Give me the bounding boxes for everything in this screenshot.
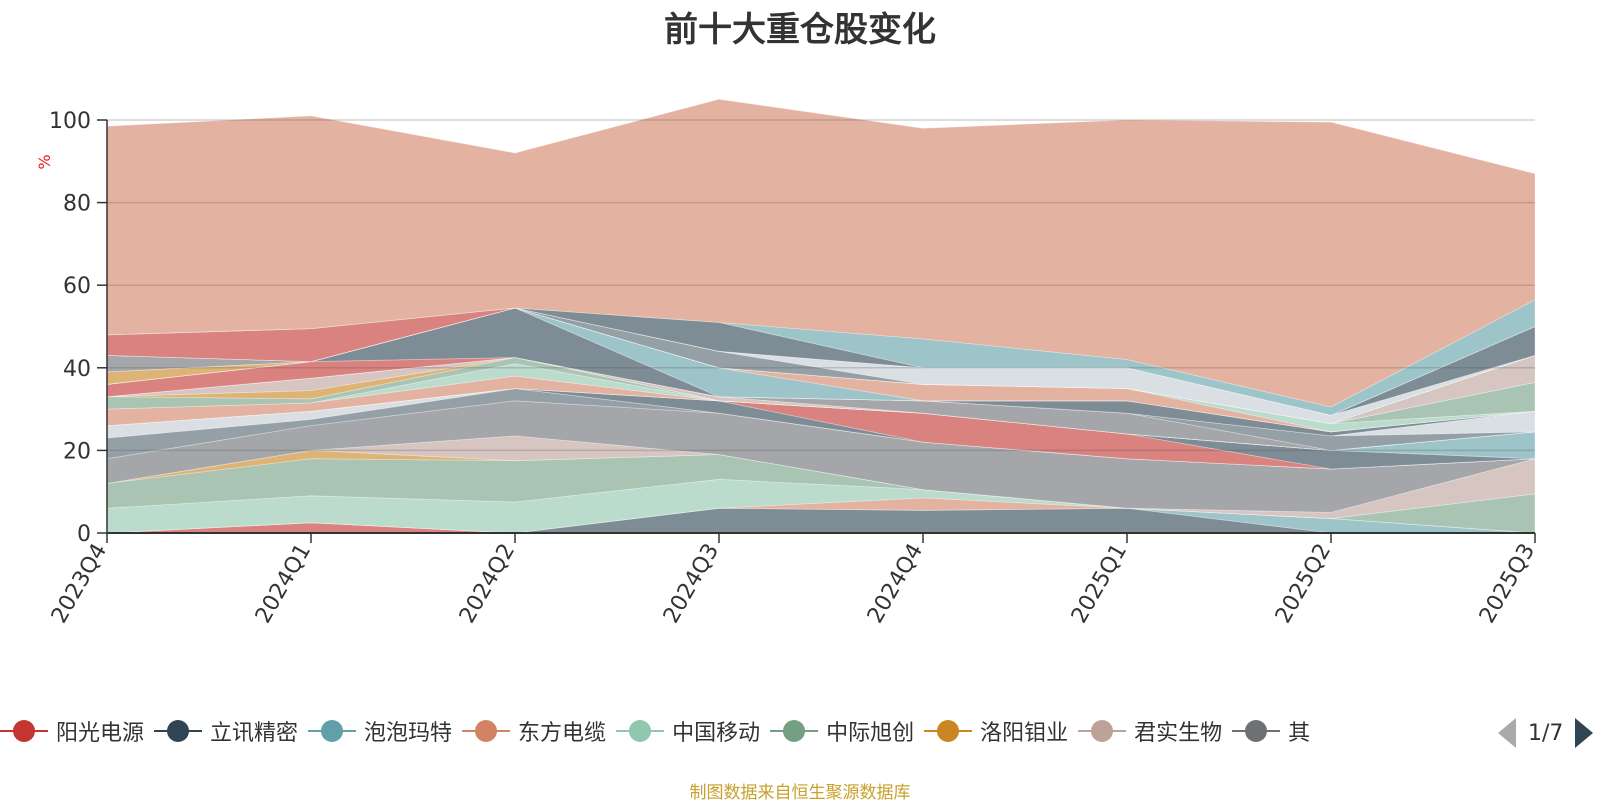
legend-marker-icon	[770, 717, 819, 745]
legend-label: 洛阳钼业	[980, 721, 1069, 746]
legend-label: 中国移动	[672, 721, 761, 746]
legend-marker-icon	[1232, 717, 1281, 745]
legend-item[interactable]: 东方电缆	[462, 714, 606, 748]
legend-item[interactable]: 洛阳钼业	[924, 714, 1068, 748]
next-page-arrow-icon[interactable]	[1575, 718, 1594, 748]
y-tick-label-100: 100	[49, 109, 91, 134]
stacked-area-chart: 0 20 40 60 80 100% 2023Q4 2024Q1 2024Q2 2024Q3 202…	[35, 98, 1540, 628]
legend-item[interactable]: 阳光电源	[0, 714, 144, 748]
y-tick-label-20: 20	[63, 439, 91, 464]
area-band-8	[106, 435, 1536, 519]
data-source-note: 制图数据来自恒生聚源数据库	[689, 783, 911, 803]
area-band-16	[106, 375, 1536, 451]
y-tick-label-60: 60	[63, 274, 91, 299]
x-tick-label-2025Q3: 2025Q3	[1475, 540, 1540, 628]
legend-item[interactable]: 君实生物	[1078, 714, 1222, 748]
y-tick-label-40: 40	[63, 357, 91, 382]
legend-label: 东方电缆	[518, 721, 607, 746]
x-tick-label-2024Q1: 2024Q1	[251, 540, 316, 628]
legend-marker-icon	[462, 717, 511, 745]
x-tick-label-2024Q4: 2024Q4	[863, 540, 928, 628]
legend-item[interactable]: 其	[1232, 714, 1310, 748]
area-band-32	[106, 307, 1536, 425]
legend-item[interactable]: 中际旭创	[770, 714, 914, 748]
legend-label: 其	[1288, 721, 1311, 746]
legend-marker-icon	[924, 717, 973, 745]
chart-title: 前十大重仓股变化	[664, 10, 936, 50]
legend-marker-icon	[154, 717, 203, 745]
legend-item[interactable]: 中国移动	[616, 714, 760, 748]
legend-marker-icon	[0, 717, 48, 745]
legend-label: 中际旭创	[826, 721, 915, 746]
legend-pager: 1/7	[1498, 716, 1594, 750]
area-band-30	[106, 307, 1536, 425]
legend-label: 立讯精密	[210, 721, 299, 746]
legend-label: 君实生物	[1134, 721, 1223, 746]
y-tick-label-80: 80	[63, 192, 91, 217]
legend-label: 泡泡玛特	[364, 721, 453, 746]
legend-item[interactable]: 泡泡玛特	[308, 714, 452, 748]
area-band-36	[106, 307, 1536, 416]
legend-marker-icon	[308, 717, 357, 745]
legend: 阳光电源 立讯精密 泡泡玛特 东方电缆 中国移动 中际旭创 洛阳钼业 君实生物 其	[0, 714, 1470, 748]
x-tick-label-2023Q4: 2023Q4	[47, 540, 112, 628]
prev-page-arrow-icon[interactable]	[1498, 718, 1516, 748]
area-band-40	[106, 98, 1536, 408]
legend-item[interactable]: 立讯精密	[154, 714, 298, 748]
legend-label: 阳光电源	[56, 721, 145, 746]
x-tick-label-2024Q3: 2024Q3	[659, 540, 724, 628]
legend-marker-icon	[616, 717, 665, 745]
legend-marker-icon	[1078, 717, 1127, 745]
legend-page-indicator: 1/7	[1528, 720, 1564, 746]
x-tick-label-2025Q1: 2025Q1	[1067, 540, 1132, 628]
y-tick-label-0: 0	[77, 522, 91, 547]
x-tick-label-2024Q2: 2024Q2	[455, 540, 520, 628]
y-axis-unit-label: %	[35, 154, 54, 169]
x-tick-label-2025Q2: 2025Q2	[1271, 540, 1336, 628]
